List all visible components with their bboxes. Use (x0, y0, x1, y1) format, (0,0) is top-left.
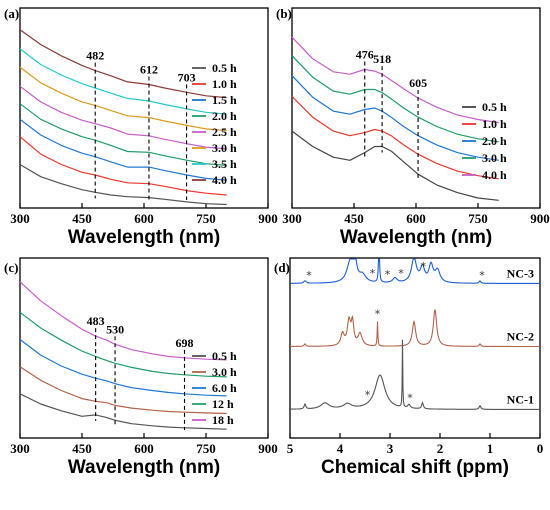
legend-entry: 3.0 h (212, 141, 237, 155)
series-line-0.5h (19, 163, 227, 206)
panel-b: (b) 300 450 600 750 900 Wavelength (nm) 476 518 6… (276, 6, 550, 248)
series-line-3.0h (19, 366, 227, 415)
x-tick-label: 750 (196, 211, 216, 226)
x-tick-label: 300 (10, 211, 30, 226)
series-line-2.0h (19, 103, 227, 166)
series-line-1.0h (291, 96, 499, 180)
x-tick-label: 4 (337, 441, 344, 456)
x-tick-label: 450 (72, 441, 92, 456)
peak-label-483: 483 (87, 314, 105, 328)
x-tick-label: 750 (468, 211, 488, 226)
series-line-3.0h (291, 55, 499, 143)
legend-entry: 1.5 h (212, 93, 237, 107)
peak-label-518: 518 (373, 52, 391, 66)
x-tick-label: 450 (72, 211, 92, 226)
x-tick-label: 450 (344, 211, 364, 226)
legend-entry: 2.0 h (482, 134, 507, 148)
peak-label-530: 530 (106, 322, 124, 336)
legend-entry: 0.5 h (212, 61, 237, 75)
legend-entry: 1.0 h (212, 77, 237, 91)
x-tick-label: 5 (287, 441, 294, 456)
series-line-3.5h (19, 48, 227, 115)
nmr-trace-NC-3 (290, 258, 540, 284)
x-tick-label: 600 (134, 211, 154, 226)
impurity-star: * (421, 260, 427, 273)
legend-entry: 18 h (212, 413, 234, 427)
panel-label: (b) (276, 6, 292, 21)
peak-label-605: 605 (409, 76, 427, 90)
peak-label-612: 612 (140, 63, 158, 77)
x-axis-title: Wavelength (nm) (68, 227, 220, 248)
series-line-0.5h (291, 130, 499, 201)
legend-entry: 0.5 h (212, 349, 237, 363)
legend-entry: 6.0 h (212, 381, 237, 395)
legend-entry: 3.5 h (212, 157, 237, 171)
plot-frame (289, 257, 541, 439)
nmr-trace-NC-1 (290, 339, 540, 410)
series-line-2.5h (19, 85, 227, 150)
nmr-trace-label: NC-2 (507, 330, 534, 344)
impurity-star: * (407, 391, 413, 404)
legend-entry: 1.0 h (482, 117, 507, 131)
legend-entry: 12 h (212, 397, 234, 411)
x-tick-label: 900 (258, 211, 278, 226)
series-line-0.5h (19, 393, 227, 430)
impurity-star: * (375, 307, 381, 320)
nmr-trace-label: NC-1 (507, 393, 534, 407)
panel-a: (a) 300 450 600 750 900 Wavelength (nm) 482 612 7… (4, 6, 278, 248)
legend-entry: 2.5 h (212, 125, 237, 139)
series-line-18h (19, 281, 227, 361)
impurity-star: * (306, 269, 312, 282)
legend-entry: 4.0 h (482, 168, 507, 182)
panel-label: (a) (4, 6, 19, 21)
series-line-4.0h (291, 36, 499, 124)
panel-d: (d) 5 4 3 2 1 0 Chemical shift (ppm) NC-3 * * * * * * N… (274, 257, 544, 478)
legend-entry: 0.5 h (482, 100, 507, 114)
legend-entry: 2.0 h (212, 109, 237, 123)
legend-entry: 4.0 h (212, 173, 237, 187)
series-line-2.0h (291, 75, 499, 161)
x-tick-label: 300 (10, 441, 30, 456)
x-axis-title: Wavelength (nm) (68, 457, 220, 478)
x-tick-label: 0 (537, 441, 544, 456)
peak-label-703: 703 (178, 70, 196, 84)
impurity-star: * (385, 268, 391, 281)
x-axis-title: Chemical shift (ppm) (321, 457, 509, 478)
plot-frame (19, 257, 269, 439)
x-tick-label: 900 (530, 211, 550, 226)
impurity-star: * (370, 267, 376, 280)
panel-label: (d) (274, 260, 290, 275)
series-line-1.5h (19, 118, 227, 181)
x-axis-title: Wavelength (nm) (340, 227, 492, 248)
legend-entry: 3.0 h (482, 151, 507, 165)
x-tick-label: 600 (406, 211, 426, 226)
series-line-1.0h (19, 136, 227, 196)
x-tick-label: 750 (196, 441, 216, 456)
impurity-star: * (365, 389, 371, 402)
nmr-trace-NC-2 (290, 309, 540, 348)
impurity-star: * (398, 267, 404, 280)
x-tick-label: 2 (437, 441, 444, 456)
peak-label-482: 482 (86, 49, 104, 63)
legend-entry: 3.0 h (212, 365, 237, 379)
nmr-trace-label: NC-3 (507, 267, 534, 281)
series-line-3.0h (19, 66, 227, 132)
panel-label: (c) (4, 260, 18, 275)
impurity-star: * (479, 269, 485, 282)
x-tick-label: 900 (258, 441, 278, 456)
x-tick-label: 600 (134, 441, 154, 456)
x-tick-label: 1 (487, 441, 494, 456)
peak-label-698: 698 (176, 336, 194, 350)
x-tick-label: 300 (282, 211, 302, 226)
x-tick-label: 3 (387, 441, 394, 456)
peak-label-476: 476 (356, 48, 374, 62)
series-line-4.0h (19, 29, 227, 99)
